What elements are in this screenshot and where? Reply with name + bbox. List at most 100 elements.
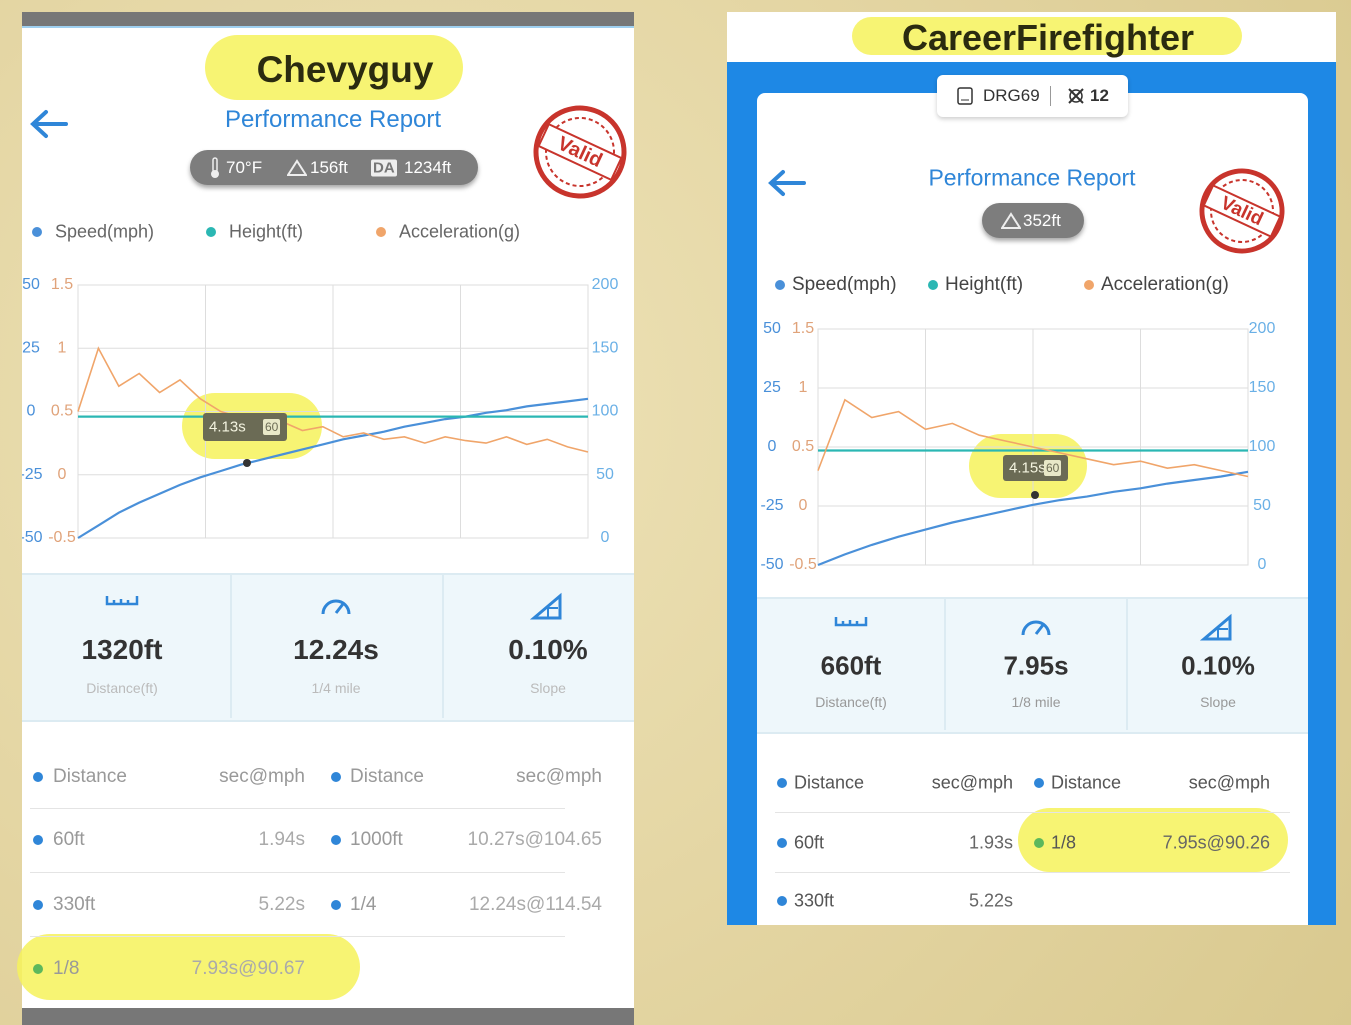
- y2-tick-label: 100: [592, 403, 619, 420]
- y2-tick-label: 100: [1249, 438, 1276, 455]
- flag-icon: [1068, 88, 1084, 104]
- table-dot: [777, 896, 787, 906]
- stat-value: 1320ft: [81, 634, 163, 665]
- y3-tick-label: 25: [763, 379, 781, 396]
- divider: [1126, 599, 1128, 730]
- time-value: 5.22s: [968, 890, 1013, 911]
- stat-label: Distance(ft): [86, 680, 158, 696]
- distance-label: 1/4: [350, 894, 377, 915]
- highlight: [1018, 808, 1288, 872]
- y2-tick-label: 200: [592, 276, 619, 293]
- series-line: [817, 470, 1249, 567]
- y2-tick-label: 0: [601, 529, 610, 546]
- table-header: sec@mph: [931, 772, 1013, 793]
- stat-label: Distance(ft): [815, 694, 887, 710]
- table-dot: [33, 772, 43, 782]
- status-bar: [22, 12, 634, 26]
- table-header: Distance: [350, 766, 424, 787]
- legend-label: Speed(mph): [792, 274, 897, 295]
- altitude-icon: [287, 159, 307, 176]
- stat-label: 1/4 mile: [311, 680, 361, 696]
- y-tick-label: 1.5: [792, 320, 814, 337]
- highlight: [17, 934, 360, 1000]
- header-chip: [937, 75, 1128, 117]
- legend-label: Speed(mph): [55, 221, 155, 242]
- legend-label: Height(ft): [945, 274, 1024, 295]
- row-separator: [775, 812, 1290, 813]
- username: CareerFirefighter: [901, 17, 1195, 58]
- legend-dot: [206, 227, 216, 237]
- valid-stamp: Valid: [1199, 168, 1285, 254]
- stat-value: 12.24s: [293, 634, 379, 665]
- stat-value: 0.10%: [508, 634, 588, 665]
- distance-label: 330ft: [53, 894, 96, 915]
- chart: 0 50 100 150 200 -0.5 0 0.5 1 1.5 -50 -25 0 25 50: [760, 320, 1276, 573]
- y-tick-label: 0: [799, 497, 808, 514]
- series-line: [77, 346, 589, 453]
- y3-tick-label: 50: [22, 276, 40, 293]
- distance-label: 1/8: [53, 958, 80, 979]
- distance-label: 1000ft: [350, 829, 403, 850]
- table-header: Distance: [53, 766, 127, 787]
- legend-label: Acceleration(g): [1101, 274, 1229, 295]
- conditions-pill: [982, 203, 1084, 238]
- tooltip-marker: [1031, 491, 1039, 499]
- legend-label: Height(ft): [229, 221, 304, 242]
- row-separator: [30, 808, 565, 809]
- username: Chevyguy: [256, 49, 434, 90]
- temperature: 70°F: [226, 158, 263, 177]
- altitude: 352ft: [1023, 211, 1061, 230]
- table-dot: [777, 838, 787, 848]
- table-header: sec@mph: [1188, 772, 1270, 793]
- time-value: 7.93s@90.67: [191, 958, 305, 979]
- distance-label: 60ft: [53, 829, 85, 850]
- series-line: [817, 398, 1249, 478]
- stat-value: 7.95s: [1003, 650, 1069, 681]
- series-line: [77, 397, 589, 539]
- stat-icon: [530, 592, 562, 620]
- y2-tick-label: 150: [1249, 379, 1276, 396]
- time-value: 10.27s@104.65: [467, 829, 602, 850]
- row-separator: [30, 936, 565, 937]
- tooltip-marker: [243, 459, 251, 467]
- table-dot: [1034, 778, 1044, 788]
- stat-icon: [834, 617, 868, 627]
- plate: DRG69: [983, 86, 1040, 105]
- back-button[interactable]: [766, 168, 808, 198]
- y-tick-label: 1.5: [51, 276, 73, 293]
- distance-label: 1/8: [1051, 832, 1077, 853]
- time-value: 5.22s: [258, 894, 305, 915]
- distance-label: 330ft: [794, 890, 835, 911]
- table-dot: [777, 778, 787, 788]
- nav-bar: [22, 1008, 634, 1025]
- legend-dot: [775, 280, 785, 290]
- time-value: 1.93s: [968, 832, 1013, 853]
- stat-value: 660ft: [820, 650, 882, 681]
- y-tick-label: 0: [58, 466, 67, 483]
- time-value: 7.95s@90.26: [1162, 832, 1270, 853]
- y-tick-label: -0.5: [48, 529, 76, 546]
- count: 12: [1090, 86, 1109, 105]
- y2-tick-label: 50: [596, 466, 614, 483]
- highlight: [852, 17, 1242, 55]
- report-title: Performance Report: [224, 106, 442, 133]
- divider: [230, 575, 232, 718]
- report-title: Performance Report: [928, 164, 1136, 191]
- stat-label: Slope: [530, 680, 566, 696]
- stat-value: 0.10%: [1181, 650, 1255, 681]
- y3-tick-label: 25: [22, 339, 40, 356]
- y3-tick-label: 0: [768, 438, 777, 455]
- tooltip-badge: 60: [263, 419, 281, 435]
- tooltip-badge: 60: [1044, 460, 1062, 476]
- legend-label: Acceleration(g): [399, 221, 521, 242]
- table-dot: [331, 835, 341, 845]
- y3-tick-label: 0: [27, 403, 36, 420]
- chart: 0 50 100 150 200 -0.5 0 0.5 1 1.5 -50 -25 0 25 50: [22, 276, 619, 546]
- back-button[interactable]: [28, 108, 70, 140]
- row-separator: [775, 872, 1290, 873]
- stat-icon: [321, 599, 351, 615]
- y3-tick-label: -25: [760, 497, 783, 514]
- row-separator: [30, 872, 565, 873]
- y2-tick-label: 50: [1253, 497, 1271, 514]
- table-dot: [33, 964, 43, 974]
